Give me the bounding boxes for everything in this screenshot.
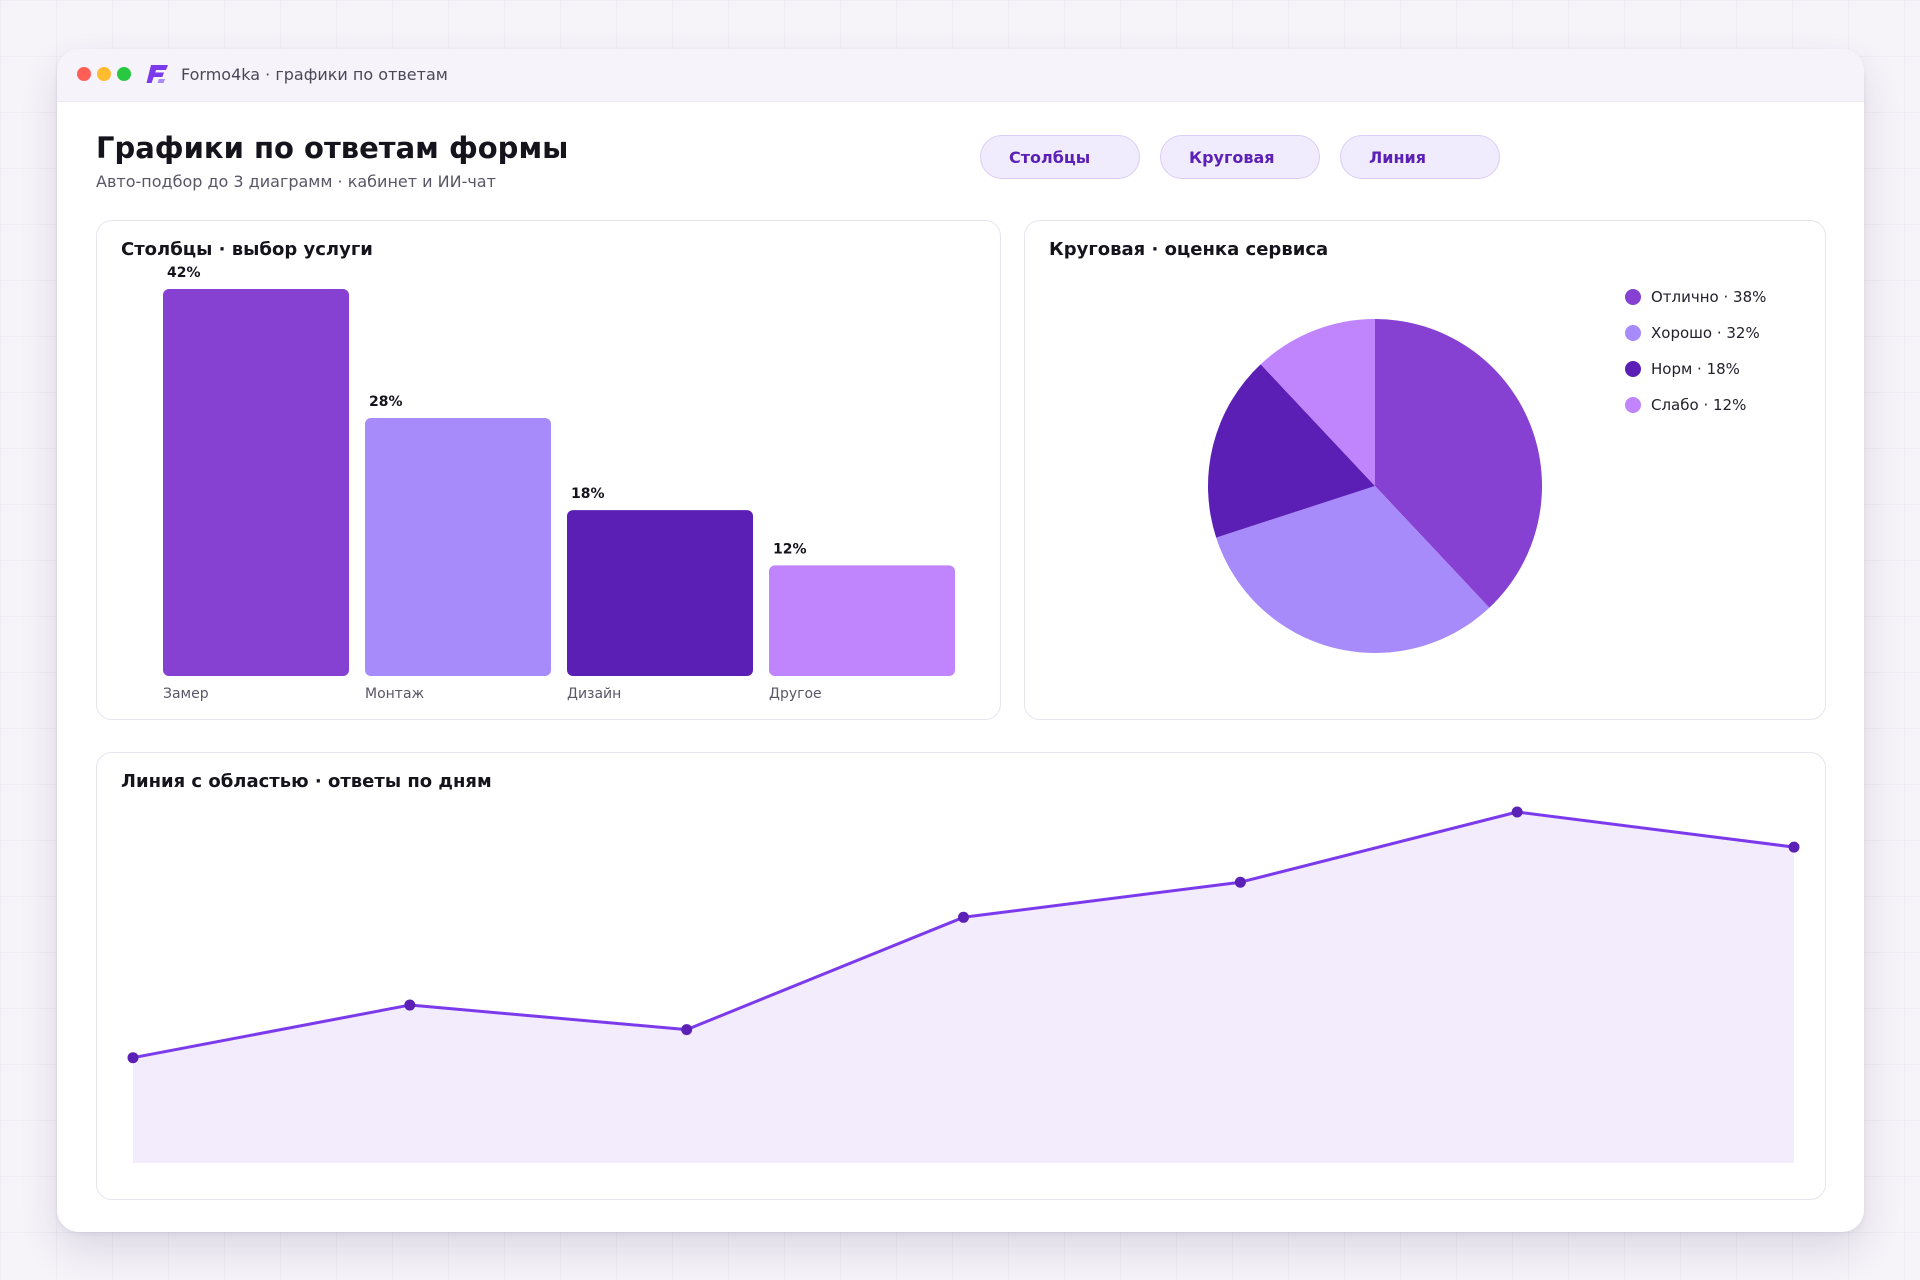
bar-value-label: 12% [773, 541, 807, 557]
legend-label: Норм · 18% [1651, 360, 1740, 378]
pie-legend: Отлично · 38% Хорошо · 32% Норм · 18% Сл… [1625, 279, 1766, 423]
page-subtitle: Авто-подбор до 3 диаграмм · кабинет и ИИ… [96, 172, 496, 191]
formo4ka-logo-icon [146, 65, 168, 83]
pie-slice [1375, 319, 1542, 608]
data-point [127, 1052, 139, 1064]
bar-value-label: 42% [167, 265, 201, 281]
line-chart-card: Линия с областью · ответы по дням [96, 752, 1826, 1200]
data-point [404, 999, 416, 1011]
pie-slice [1208, 364, 1375, 538]
line-area-chart [127, 806, 1800, 1163]
app-window: Formo4ka · графики по ответам Графики по… [57, 49, 1864, 1232]
legend-label: Отлично · 38% [1651, 288, 1767, 306]
minimize-window-button[interactable] [97, 67, 111, 81]
chip-bars[interactable]: Столбцы [980, 135, 1140, 179]
window-title: Formo4ka · графики по ответам [181, 65, 448, 84]
pie-slice [1216, 486, 1490, 653]
legend-swatch [1625, 325, 1641, 341]
bar-value-label: 18% [571, 486, 605, 502]
chip-pie[interactable]: Круговая [1160, 135, 1320, 179]
pie-slice [1260, 319, 1375, 486]
line-chart-title: Линия с областью · ответы по дням [121, 771, 492, 792]
legend-swatch [1625, 361, 1641, 377]
bar [567, 510, 753, 676]
title-bar: Formo4ka · графики по ответам [57, 49, 1864, 102]
bar-chart-card: Столбцы · выбор услуги 42% Замер 28% Монтаж… [96, 220, 1001, 720]
bar-category-label: Замер [163, 686, 209, 702]
bar [365, 418, 551, 676]
pie-chart [1208, 319, 1542, 653]
data-point [958, 911, 969, 923]
data-point [1788, 841, 1800, 853]
legend-item: Отлично · 38% [1625, 279, 1766, 315]
area-fill [133, 812, 1794, 1163]
legend-item: Норм · 18% [1625, 351, 1766, 387]
legend-swatch [1625, 289, 1641, 305]
bar [769, 565, 955, 676]
bar-value-label: 28% [369, 394, 403, 410]
bar [163, 289, 349, 676]
data-point [1234, 876, 1246, 888]
legend-item: Слабо · 12% [1625, 387, 1766, 423]
legend-swatch [1625, 397, 1641, 413]
chip-line[interactable]: Линия [1340, 135, 1500, 179]
legend-label: Слабо · 12% [1651, 396, 1747, 414]
bar-chart-title: Столбцы · выбор услуги [121, 239, 373, 260]
bar-category-label: Монтаж [365, 686, 425, 702]
bar-category-label: Другое [769, 686, 822, 702]
pie-chart-card: Круговая · оценка сервиса Отлично · 38% … [1024, 220, 1826, 720]
data-point [1511, 806, 1523, 818]
bar-chart: 42% Замер 28% Монтаж 18% Дизайн 12% Другое [163, 265, 955, 702]
page-title: Графики по ответам формы [96, 131, 569, 165]
close-window-button[interactable] [77, 67, 91, 81]
pie-chart-title: Круговая · оценка сервиса [1049, 239, 1329, 260]
maximize-window-button[interactable] [117, 67, 131, 81]
legend-item: Хорошо · 32% [1625, 315, 1766, 351]
legend-label: Хорошо · 32% [1651, 324, 1760, 342]
data-point [681, 1024, 693, 1036]
bar-category-label: Дизайн [567, 686, 621, 702]
